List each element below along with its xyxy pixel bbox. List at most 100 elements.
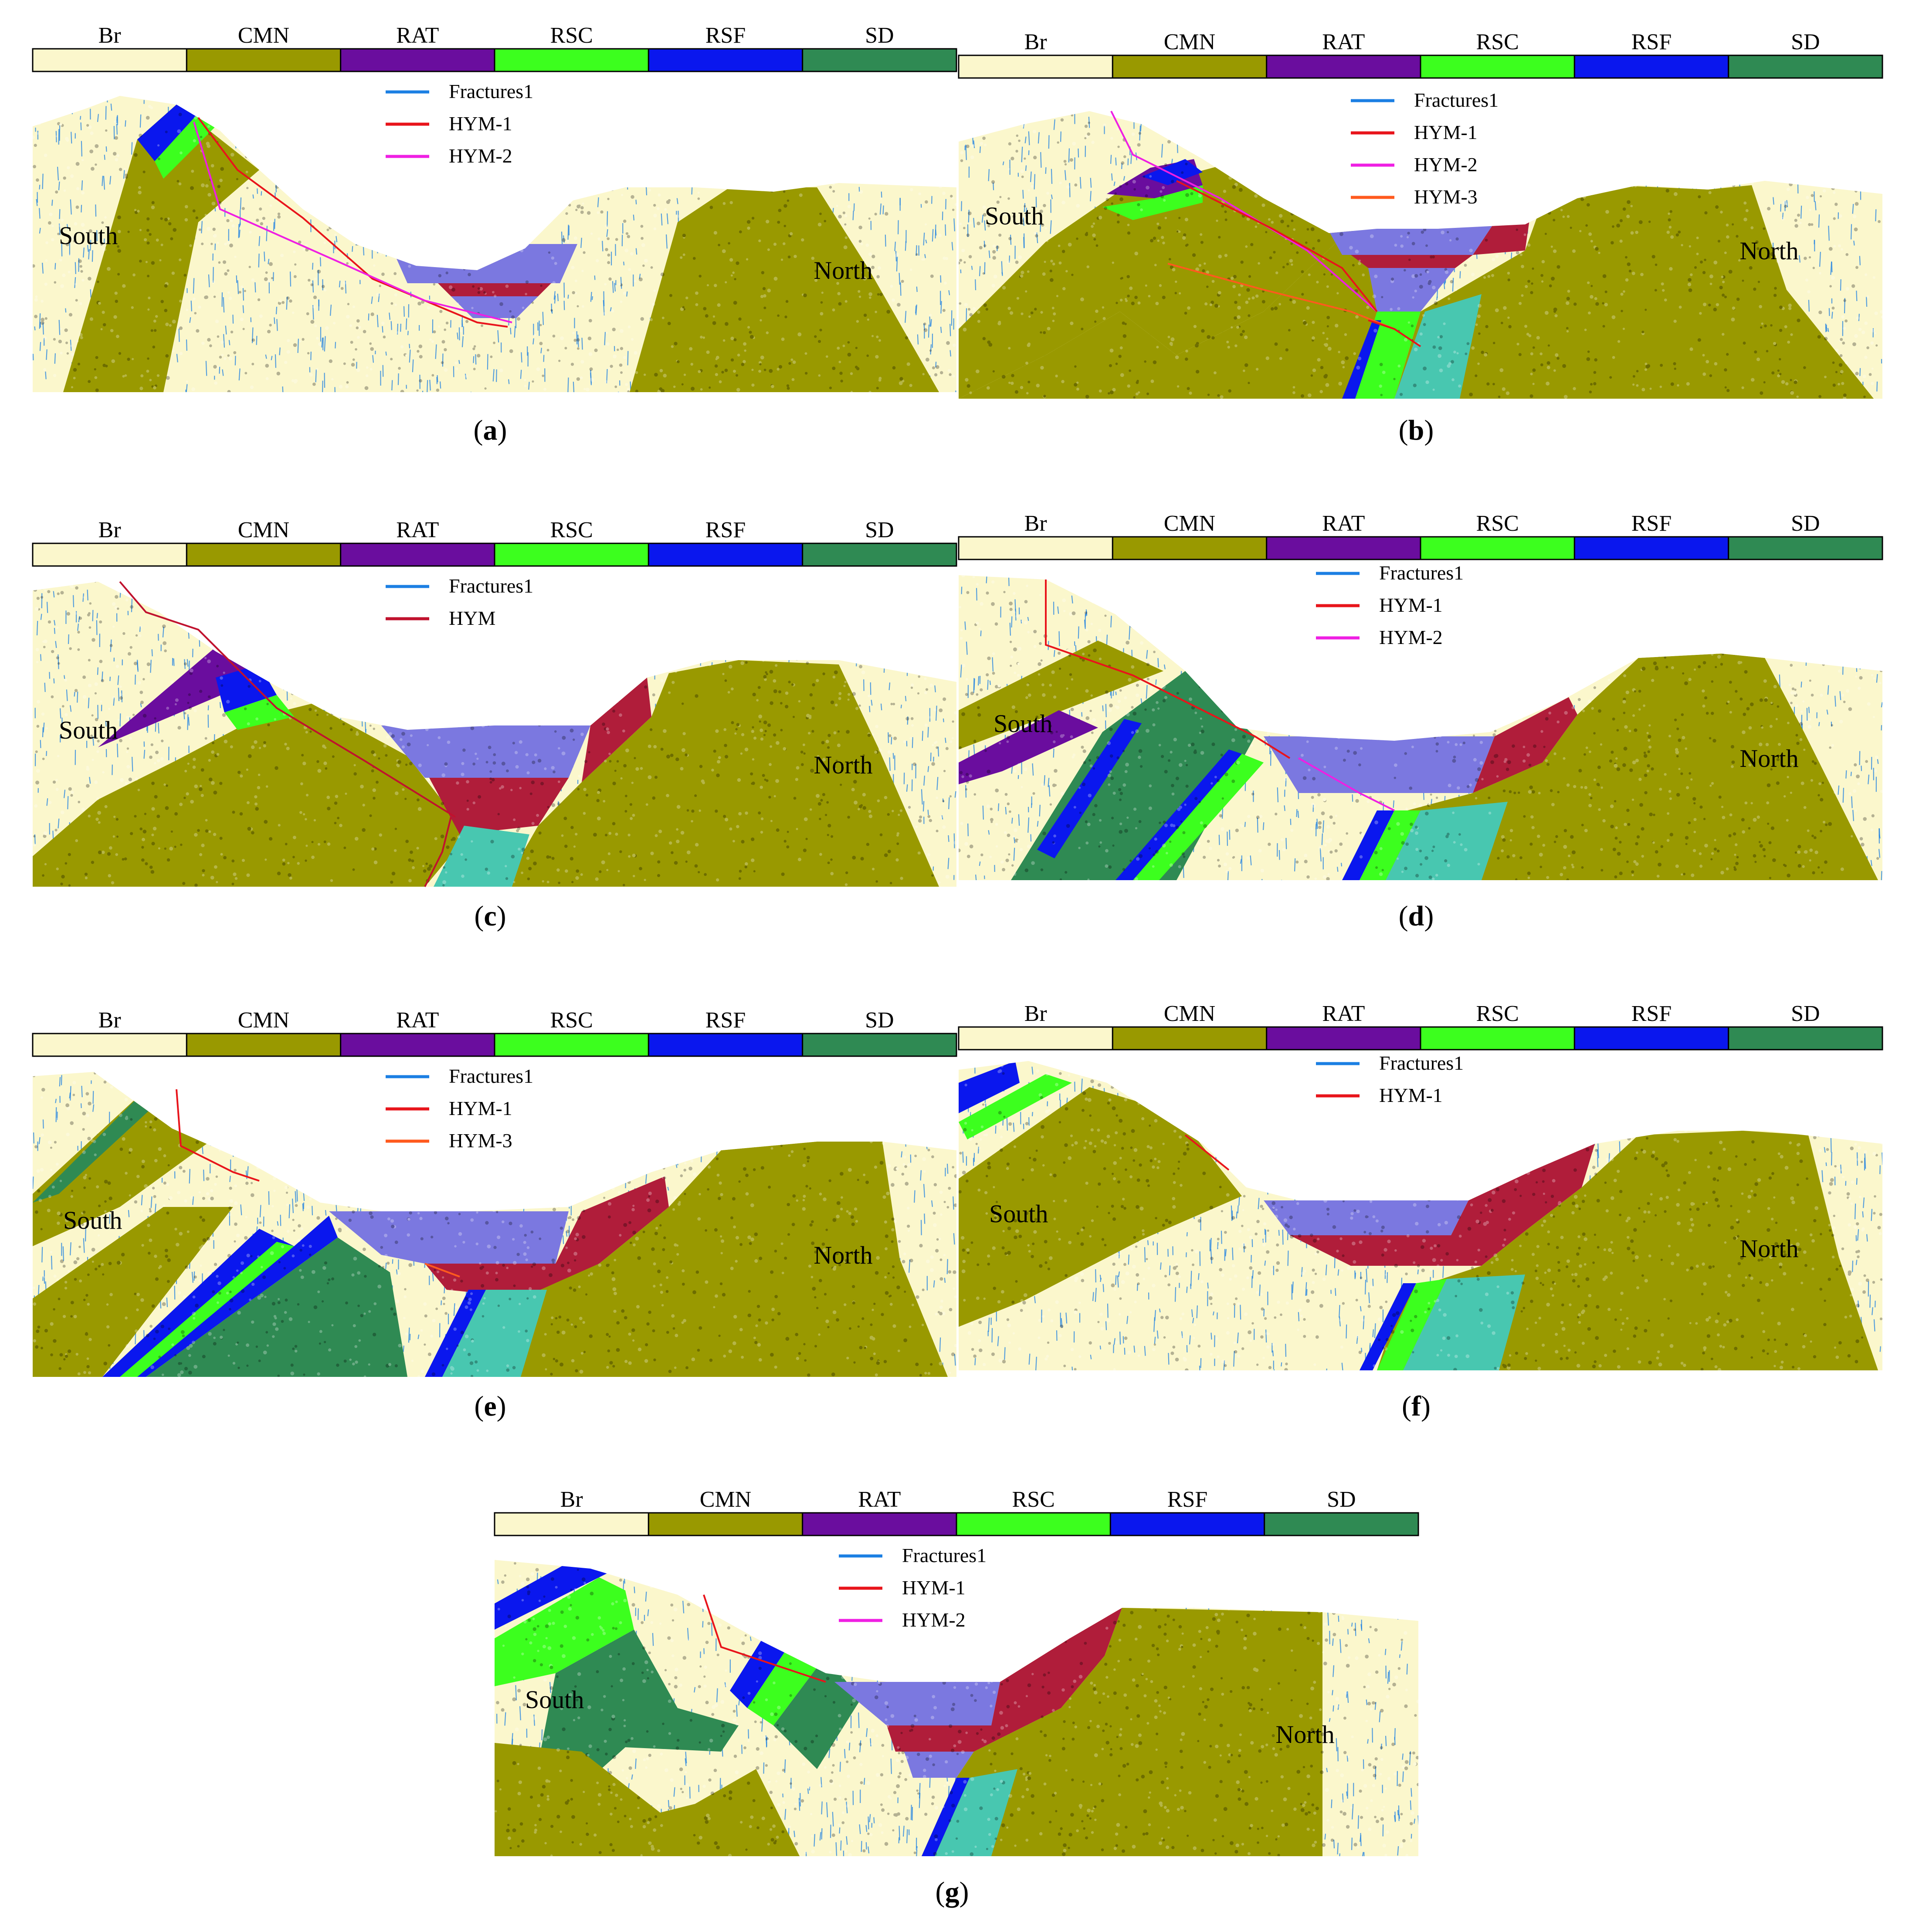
- monitor-line-hym1: [197, 117, 508, 328]
- line-legend-label: HYM-3: [449, 1129, 512, 1152]
- legend-swatch-sd: [1728, 536, 1883, 560]
- legend-label-br: Br: [560, 1487, 583, 1512]
- north-label: North: [1275, 1720, 1334, 1749]
- legend-label-rsf: RSF: [705, 23, 746, 48]
- legend-swatch-cmn: [1112, 536, 1268, 560]
- layer-water: [329, 1211, 569, 1264]
- layer-cmn: [959, 163, 1351, 399]
- section-c: Br CMN RAT RSC RSF SD South North Fractures1 HYM: [32, 518, 957, 887]
- cross-section: [959, 575, 1882, 880]
- north-label: North: [814, 256, 872, 285]
- layer-rsc: [155, 113, 216, 179]
- monitor-line-hym2: [193, 122, 512, 323]
- layer-rsc: [959, 1074, 1072, 1139]
- legend-label-rat: RAT: [396, 1008, 439, 1033]
- layer-rsf: [1360, 1283, 1416, 1370]
- legend-swatch-rsf: [648, 542, 804, 567]
- legend-label-cmn: CMN: [1164, 30, 1215, 54]
- legend-swatch-br: [494, 1512, 649, 1536]
- legend-label-sd: SD: [865, 518, 894, 542]
- south-label: South: [993, 709, 1052, 738]
- north-label: North: [1739, 237, 1798, 265]
- caption-c: (c): [474, 900, 506, 932]
- layer-rat: [959, 710, 1098, 784]
- legend-swatch-rat: [340, 542, 495, 567]
- layer-cyan: [1386, 802, 1508, 880]
- monitor-line-hym: [119, 581, 456, 818]
- monitor-line-hym1: [703, 1594, 826, 1683]
- legend-swatch-rsf: [1573, 54, 1729, 79]
- layer-rsf: [495, 1560, 608, 1630]
- layer-rsc: [1133, 754, 1264, 880]
- line-legend-label: Fractures1: [449, 575, 533, 597]
- legend-label-br: Br: [1024, 511, 1047, 536]
- cross-section: [33, 581, 956, 887]
- south-label: South: [59, 221, 118, 250]
- line-legend-label: HYM-1: [1379, 594, 1443, 616]
- layer-rsc: [495, 1577, 634, 1686]
- caption-a: (a): [473, 414, 507, 446]
- line-legend-label: Fractures1: [449, 80, 533, 102]
- legend-label-rsf: RSF: [705, 1008, 746, 1033]
- section-f: Br CMN RAT RSC RSF SD South North Fractures1 HYM-…: [958, 1001, 1883, 1370]
- layer-rsf: [1142, 159, 1203, 185]
- legend-label-sd: SD: [1791, 30, 1820, 54]
- layer-sd: [534, 1630, 739, 1786]
- caption-e: (e): [474, 1390, 506, 1422]
- legend-swatch-rsf: [1109, 1512, 1265, 1536]
- layer-sd: [33, 1081, 172, 1203]
- layer-dark-red: [887, 1608, 1122, 1752]
- line-legend-label: HYM-1: [1414, 121, 1478, 143]
- layer-cyan: [1394, 294, 1482, 399]
- layer-dark-red: [1290, 1144, 1595, 1266]
- line-legend-label: Fractures1: [1379, 562, 1464, 584]
- monitor-line-hym1: [176, 1089, 260, 1182]
- legend-label-rsc: RSC: [1476, 511, 1519, 536]
- legend-swatch-cmn: [1112, 1026, 1268, 1051]
- layer-rsf: [1342, 810, 1394, 880]
- legend-label-cmn: CMN: [700, 1487, 751, 1512]
- legend-label-rsf: RSF: [1631, 511, 1672, 536]
- layer-rat: [98, 647, 268, 747]
- legend-label-cmn: CMN: [1164, 1001, 1215, 1026]
- legend-swatch-rat: [340, 48, 495, 72]
- layer-dark-red: [1473, 697, 1577, 793]
- legend-label-br: Br: [98, 23, 121, 48]
- cross-section: [959, 1061, 1882, 1370]
- layer-sd: [146, 1237, 407, 1377]
- layer-rsc: [1377, 1279, 1447, 1370]
- cross-section: [959, 111, 1882, 399]
- layer-rsc: [120, 1242, 294, 1377]
- layer-water: [1264, 736, 1495, 793]
- north-label: North: [814, 751, 872, 779]
- line-legend-label: Fractures1: [902, 1544, 987, 1566]
- legend-swatch-rat: [1266, 54, 1421, 79]
- layer-cmn: [1394, 185, 1874, 399]
- layer-rsc: [1351, 312, 1421, 399]
- layer-cmn: [959, 229, 1394, 399]
- layer-cmn: [630, 187, 939, 392]
- line-legend-label: Fractures1: [1414, 89, 1499, 111]
- monitor-line-hym2: [1110, 111, 1378, 312]
- legend-label-rat: RAT: [396, 23, 439, 48]
- legend-label-br: Br: [1024, 30, 1047, 54]
- panel-c: Br CMN RAT RSC RSF SD South North Fractures1 HYM: [32, 512, 957, 887]
- legend-label-rsc: RSC: [550, 23, 593, 48]
- caption-g: (g): [935, 1876, 969, 1908]
- layer-dark-red: [425, 1176, 669, 1298]
- layer-rsf: [922, 1778, 970, 1856]
- legend-label-rsf: RSF: [1631, 1001, 1672, 1026]
- line-legend-label: HYM-3: [1414, 186, 1478, 208]
- layer-cmn: [1377, 654, 1878, 880]
- legend-swatch-cmn: [186, 1033, 342, 1057]
- legend-swatch-br: [958, 1026, 1113, 1051]
- layer-water: [1368, 268, 1455, 312]
- legend-swatch-sd: [802, 1033, 957, 1057]
- legend-label-cmn: CMN: [238, 23, 289, 48]
- legend-swatch-sd: [1728, 54, 1883, 79]
- legend-swatch-cmn: [1112, 54, 1268, 79]
- monitor-line-hym: [424, 817, 452, 887]
- north-label: North: [1739, 1234, 1798, 1263]
- monitor-line-hym3: [1167, 263, 1395, 330]
- south-label: South: [989, 1200, 1048, 1228]
